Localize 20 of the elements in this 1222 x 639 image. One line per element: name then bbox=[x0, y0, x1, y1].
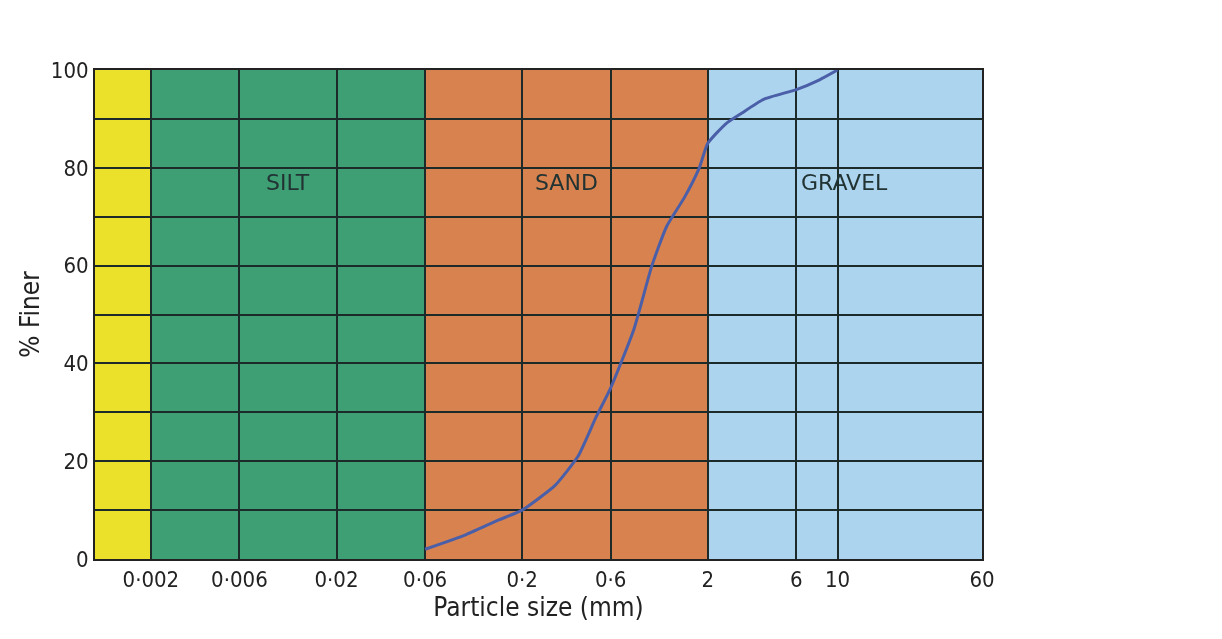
band-label: SAND bbox=[535, 170, 598, 195]
x-tick-label: 0·6 bbox=[595, 567, 627, 593]
y-tick-label: 0 bbox=[76, 546, 89, 572]
x-tick-label: 6 bbox=[790, 567, 803, 593]
x-tick-label: 0·006 bbox=[211, 567, 268, 593]
x-tick-label: 60 bbox=[969, 567, 995, 593]
y-tick-label: 40 bbox=[63, 351, 89, 377]
x-axis-title: Particle size (mm) bbox=[433, 592, 644, 623]
y-axis-title: % Finer bbox=[14, 270, 45, 358]
x-tick-label: 0·02 bbox=[314, 567, 359, 593]
x-tick-label: 0·06 bbox=[403, 567, 448, 593]
y-tick-label: 60 bbox=[63, 253, 89, 279]
x-tick-label: 10 bbox=[824, 567, 851, 593]
x-tick-label: 2 bbox=[701, 567, 715, 593]
x-tick-label: 0·2 bbox=[506, 567, 538, 593]
y-tick-label: 20 bbox=[63, 448, 89, 474]
band-label: SILT bbox=[266, 170, 310, 195]
y-tick-label: 100 bbox=[50, 57, 89, 83]
x-tick-label: 0·002 bbox=[122, 567, 180, 593]
y-tick-label: 80 bbox=[63, 155, 89, 181]
